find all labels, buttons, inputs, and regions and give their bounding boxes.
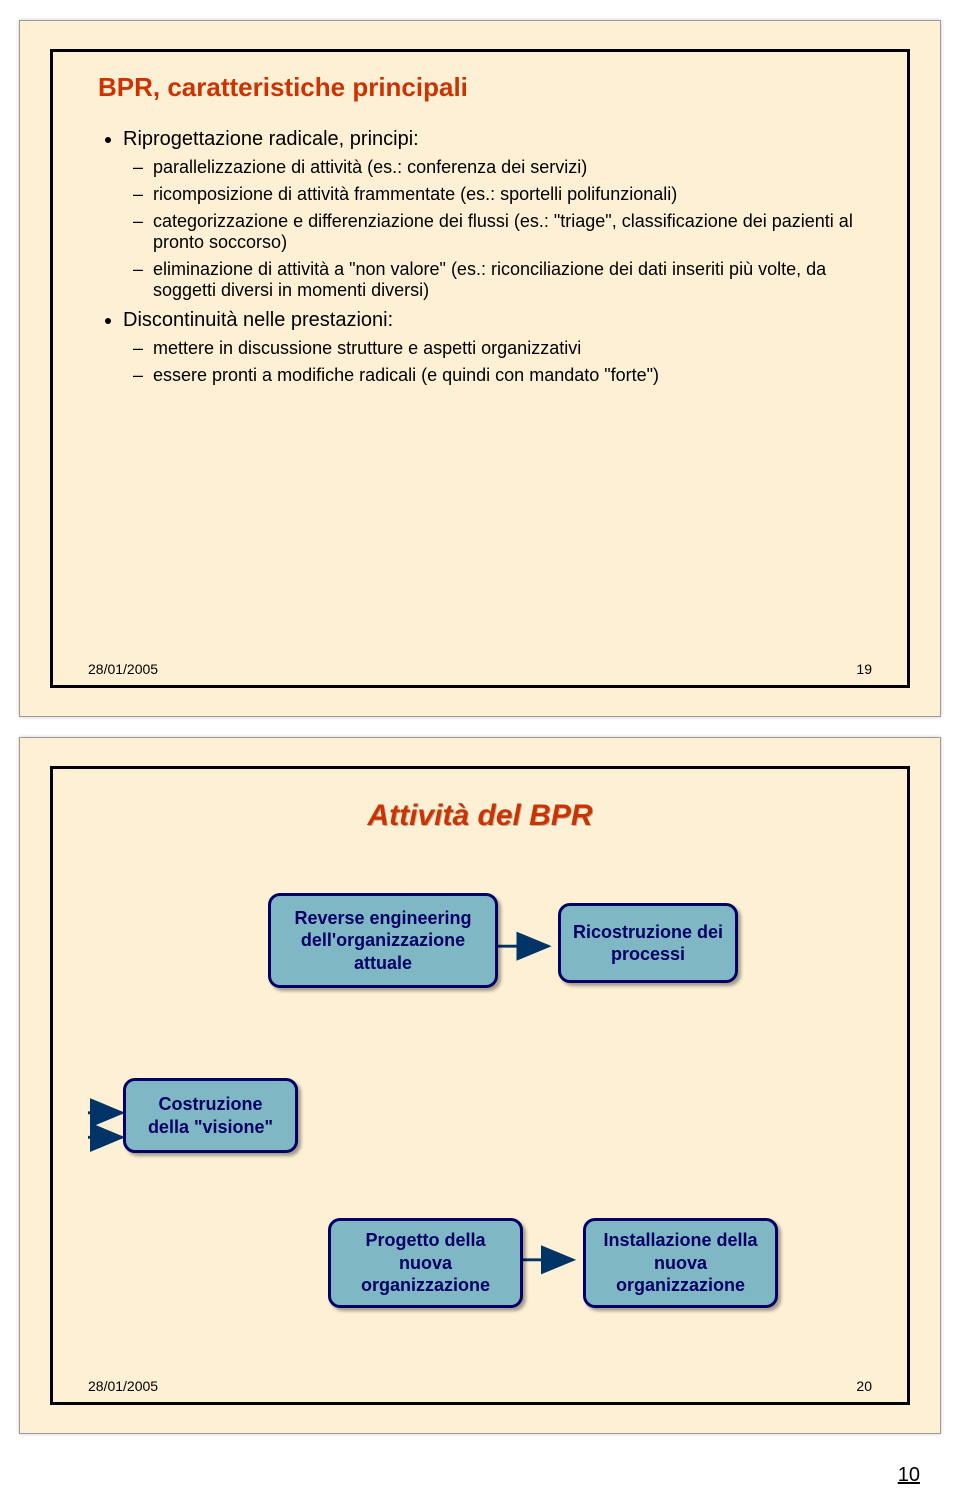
bullet-discontinuita: Discontinuità nelle prestazioni: mettere…: [123, 309, 872, 386]
slide1-title: BPR, caratteristiche principali: [98, 72, 872, 103]
slide2-footer: 28/01/2005 20: [88, 1378, 872, 1394]
slide1-footer: 28/01/2005 19: [88, 661, 872, 677]
slide1-list: Riprogettazione radicale, principi: para…: [98, 128, 872, 386]
page-number: 10: [0, 1454, 960, 1507]
box-costruzione-visione: Costruzione della "visione": [123, 1078, 298, 1153]
slide-1-inner: BPR, caratteristiche principali Riproget…: [50, 49, 910, 688]
sublist-2: mettere in discussione strutture e aspet…: [123, 338, 872, 386]
bullet-riprogettazione: Riprogettazione radicale, principi: para…: [123, 128, 872, 301]
flowchart: Reverse engineering dell'organizzazione …: [88, 863, 872, 1343]
bullet-riprogettazione-text: Riprogettazione radicale, principi:: [123, 128, 419, 150]
slide1-num: 19: [856, 661, 872, 677]
slide-2-inner: Attività del BPR Reverse engineering del…: [50, 766, 910, 1405]
box-reverse-engineering: Reverse engineering dell'organizzazione …: [268, 893, 498, 988]
sub-modifiche: essere pronti a modifiche radicali (e qu…: [153, 365, 872, 386]
box-progetto-nuova: Progetto della nuova organizzazione: [328, 1218, 523, 1308]
sub-categorizzazione: categorizzazione e differenziazione dei …: [153, 211, 872, 253]
slide1-date: 28/01/2005: [88, 661, 158, 677]
box-ricostruzione: Ricostruzione dei processi: [558, 903, 738, 983]
sublist-1: parallelizzazione di attività (es.: conf…: [123, 157, 872, 301]
slide2-title: Attività del BPR: [88, 799, 872, 833]
sub-eliminazione: eliminazione di attività a "non valore" …: [153, 259, 872, 301]
sub-ricomposizione: ricomposizione di attività frammentate (…: [153, 184, 872, 205]
sub-parallelizzazione: parallelizzazione di attività (es.: conf…: [153, 157, 872, 178]
sub-discussione: mettere in discussione strutture e aspet…: [153, 338, 872, 359]
slide2-date: 28/01/2005: [88, 1378, 158, 1394]
slide-2: Attività del BPR Reverse engineering del…: [19, 737, 941, 1434]
bullet-discontinuita-text: Discontinuità nelle prestazioni:: [123, 309, 393, 331]
slide-1: BPR, caratteristiche principali Riproget…: [19, 20, 941, 717]
slide2-num: 20: [856, 1378, 872, 1394]
box-installazione: Installazione della nuova organizzazione: [583, 1218, 778, 1308]
